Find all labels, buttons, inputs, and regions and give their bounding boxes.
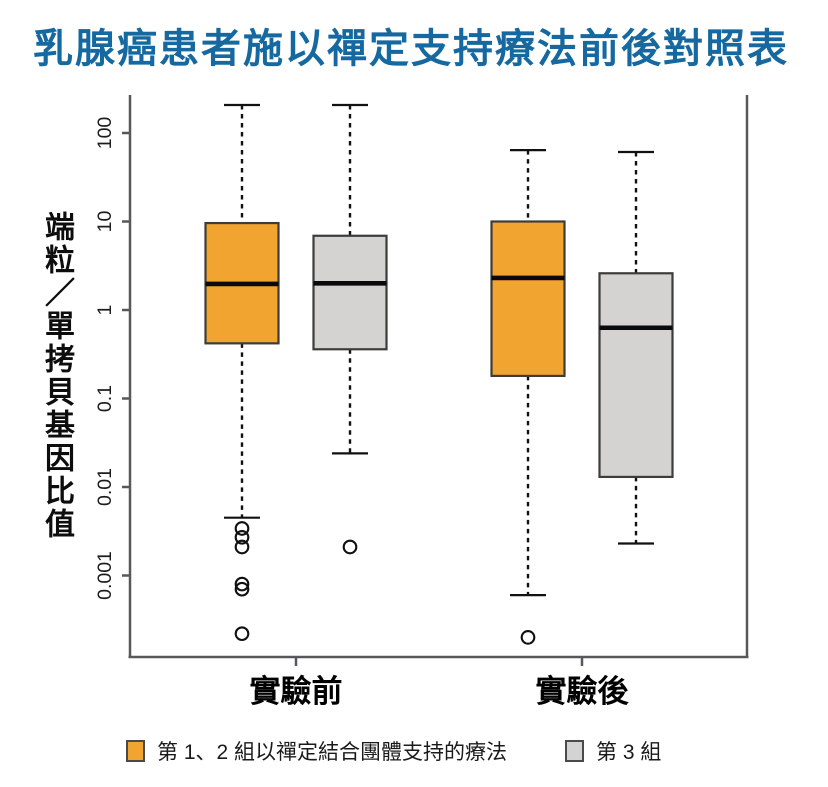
legend-item-group3: 第 3 組: [565, 736, 661, 766]
outlier-point: [234, 626, 250, 642]
boxplot-box: [312, 234, 388, 351]
y-axis-tick-label: 0.001: [94, 551, 116, 600]
y-axis-tick-label: 0.1: [94, 385, 116, 412]
boxplot-box: [490, 220, 566, 378]
outlier-point: [342, 539, 358, 555]
outlier-point: [234, 576, 250, 592]
y-axis-tick-label: 10: [94, 211, 116, 233]
y-axis-tick-label: 1: [94, 305, 116, 316]
boxplot-chart: 100 10 1 0.1 0.01 0.001 實驗前 實驗後: [94, 95, 749, 709]
legend-label-group3: 第 3 組: [596, 741, 662, 764]
page-title: 乳腺癌患者施以禪定支持療法前後對照表: [33, 27, 789, 71]
outlier-point: [234, 521, 250, 536]
outlier-point: [234, 581, 250, 597]
y-axis-tick-label: 0.01: [94, 468, 116, 506]
outlier-point: [234, 529, 250, 545]
x-axis-category-label: 實驗後: [536, 674, 630, 709]
legend-swatch-gray: [565, 740, 584, 762]
outlier-point: [520, 630, 536, 645]
legend-item-group12: 第 1、2 組以禪定結合團體支持的療法: [126, 736, 507, 766]
boxplot-box: [598, 272, 674, 479]
x-axis-category-label: 實驗前: [250, 674, 343, 709]
y-axis-title: 端粒／單拷貝基因比值: [40, 211, 73, 541]
legend-label-group12: 第 1、2 組以禪定結合團體支持的療法: [157, 741, 508, 764]
y-axis-tick-label: 100: [94, 117, 116, 150]
outlier-point: [234, 539, 250, 555]
legend-swatch-orange: [126, 740, 145, 762]
chart-legend: 第 1、2 組以禪定結合團體支持的療法 第 3 組: [0, 736, 828, 770]
